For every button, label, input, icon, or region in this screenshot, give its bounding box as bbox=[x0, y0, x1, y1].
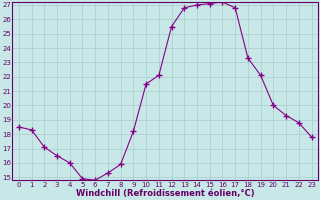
X-axis label: Windchill (Refroidissement éolien,°C): Windchill (Refroidissement éolien,°C) bbox=[76, 189, 254, 198]
